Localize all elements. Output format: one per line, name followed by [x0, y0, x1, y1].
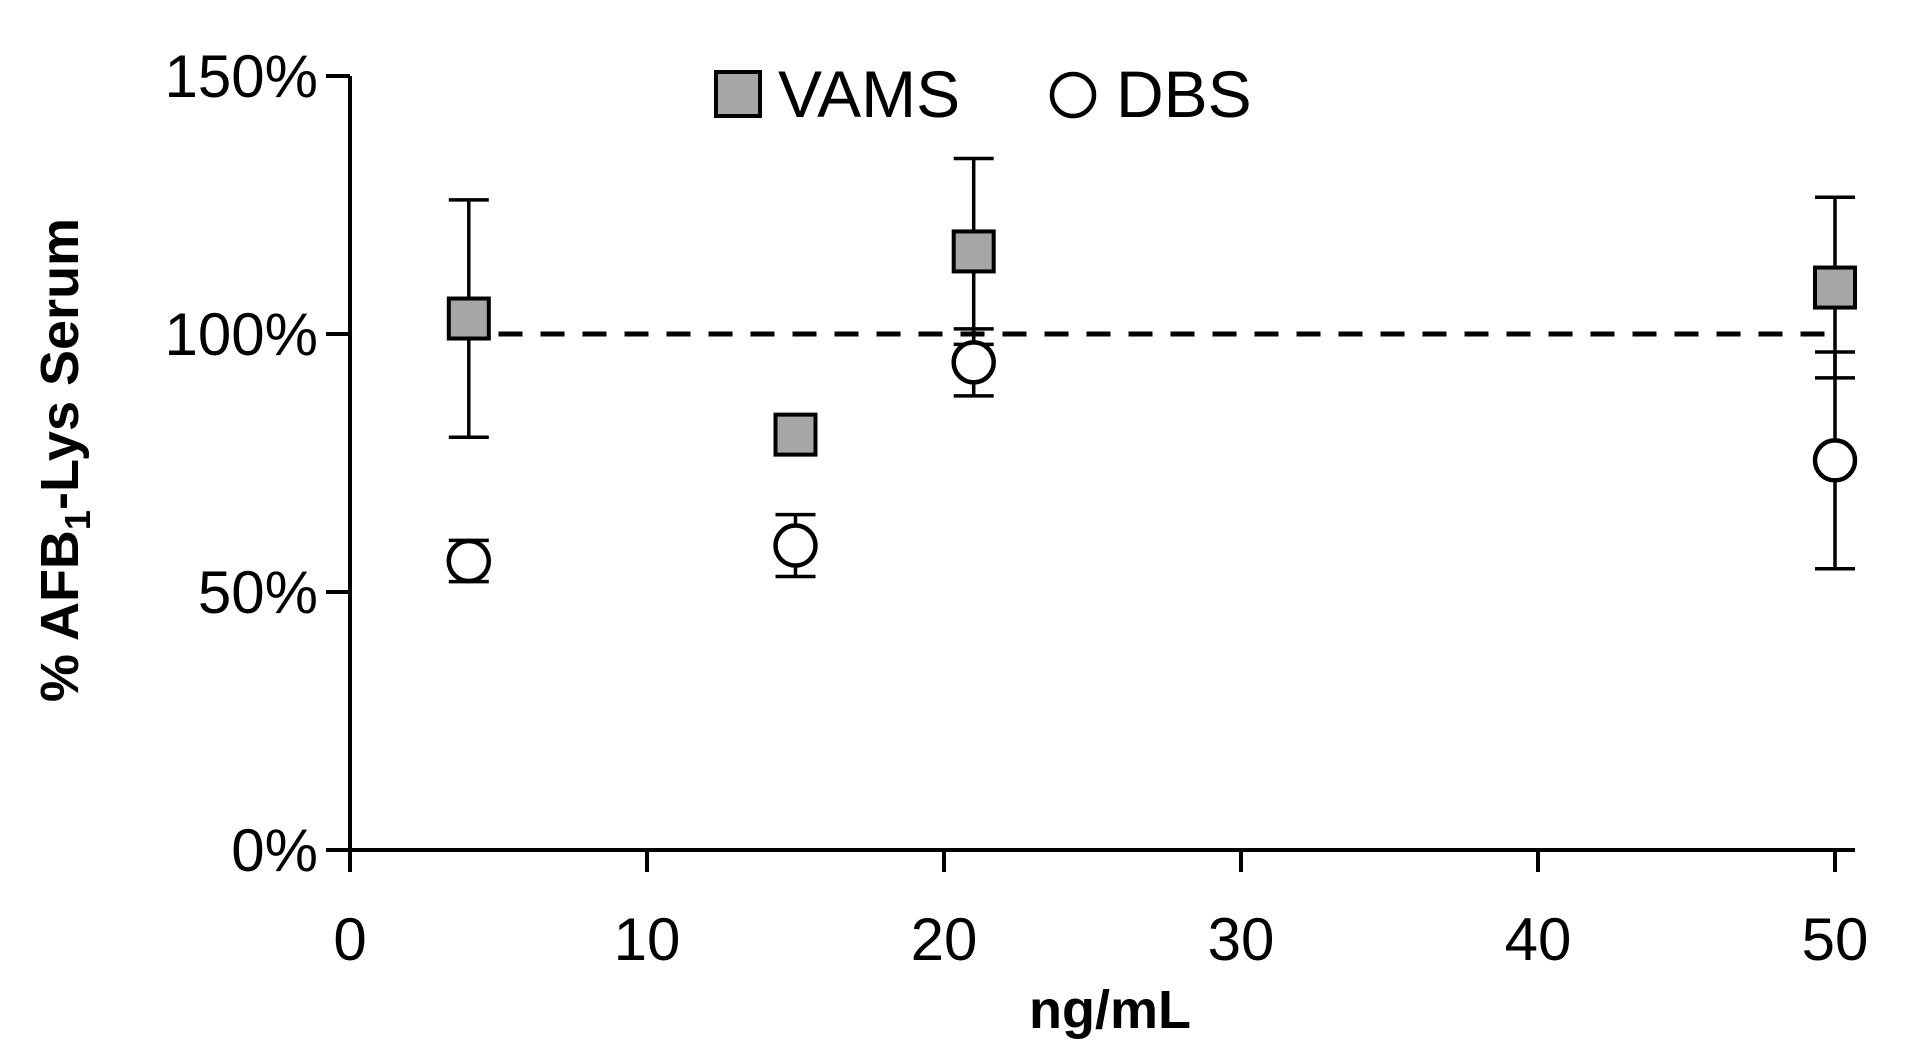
x-tick-label: 40: [1505, 906, 1572, 973]
x-tick-label: 10: [614, 906, 681, 973]
vams-point: [951, 229, 996, 274]
x-tick-label: 0: [333, 906, 366, 973]
y-tick-label: 50%: [198, 559, 318, 626]
y-tick-label: 100%: [165, 301, 318, 368]
legend-vams-label: VAMS: [778, 57, 960, 131]
dbs-point: [951, 340, 996, 385]
x-tick-label: 30: [1208, 906, 1275, 973]
vams-point: [773, 412, 818, 457]
vams-point: [446, 296, 491, 341]
x-tick-label: 50: [1802, 906, 1869, 973]
dbs-point: [1812, 438, 1858, 483]
x-tick-label: 20: [911, 906, 978, 973]
legend-vams-marker: [714, 70, 762, 118]
dbs-point: [773, 523, 818, 568]
y-axis-title: % AFB1-Lys Serum: [30, 218, 98, 702]
dbs-point: [446, 538, 492, 584]
data-marks: [446, 156, 1858, 584]
axes: 0% 50% 100% 150% 0 10 20 30 40 50: [165, 43, 1869, 973]
legend: VAMS DBS: [714, 57, 1252, 131]
legend-dbs-marker: [1049, 71, 1097, 119]
vams-point: [1813, 265, 1857, 310]
y-tick-label: 150%: [165, 43, 318, 110]
x-axis-title: ng/mL: [1029, 980, 1191, 1040]
legend-dbs-label: DBS: [1116, 57, 1252, 131]
y-tick-label: 0%: [231, 817, 318, 884]
